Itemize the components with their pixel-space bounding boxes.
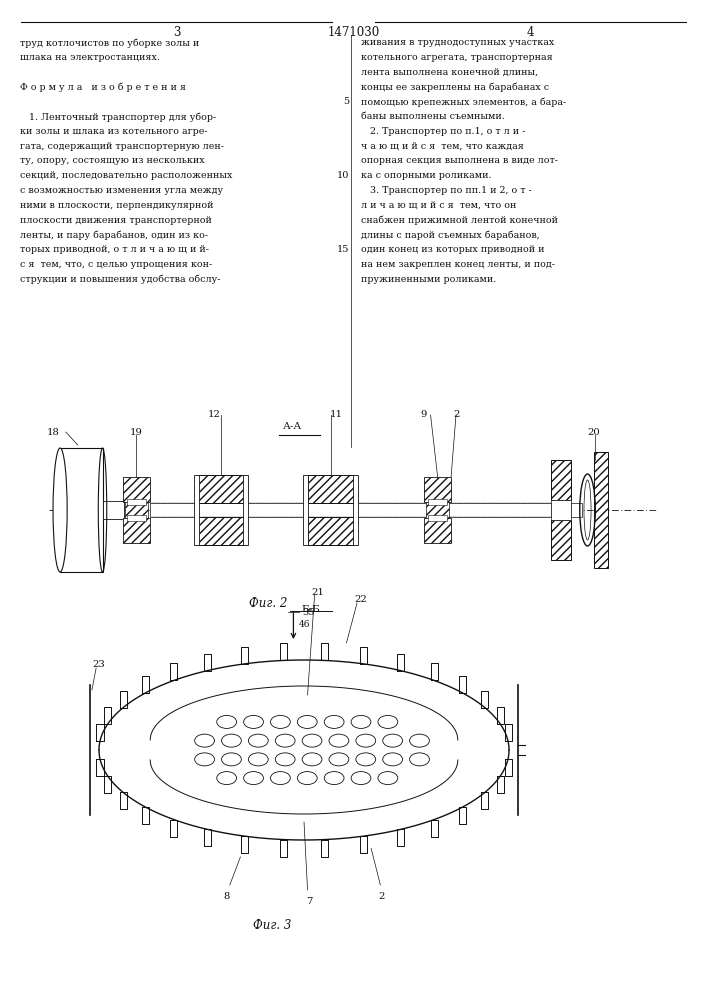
Text: шлака на электростанциях.: шлака на электростанциях. <box>20 53 160 62</box>
Text: Б-Б: Б-Б <box>302 605 320 614</box>
Text: 20: 20 <box>588 428 600 437</box>
Text: торых приводной, о т л и ч а ю щ и й-: торых приводной, о т л и ч а ю щ и й- <box>20 245 209 254</box>
Bar <box>551 500 571 520</box>
Text: секций, последовательно расположенных: секций, последовательно расположенных <box>20 171 232 180</box>
Text: плоскости движения транспортерной: плоскости движения транспортерной <box>20 216 211 225</box>
Text: 1471030: 1471030 <box>327 26 380 39</box>
Text: лента выполнена конечной длины,: лента выполнена конечной длины, <box>361 68 538 77</box>
Bar <box>594 452 608 568</box>
Bar <box>426 502 449 518</box>
Text: ка с опорными роликами.: ка с опорными роликами. <box>361 171 491 180</box>
Text: ту, опору, состоящую из нескольких: ту, опору, состоящую из нескольких <box>20 156 204 165</box>
Text: 4: 4 <box>527 26 534 39</box>
Text: на нем закреплен конец ленты, и под-: на нем закреплен конец ленты, и под- <box>361 260 554 269</box>
Bar <box>551 520 571 560</box>
Bar <box>123 477 150 502</box>
Bar <box>428 499 447 505</box>
Text: снабжен прижимной лентой конечной: снабжен прижимной лентой конечной <box>361 216 558 225</box>
Bar <box>424 477 451 502</box>
Text: гата, содержащий транспортерную лен-: гата, содержащий транспортерную лен- <box>20 142 224 151</box>
Ellipse shape <box>53 448 67 572</box>
Text: Фиг. 2: Фиг. 2 <box>250 597 288 610</box>
Bar <box>243 475 248 545</box>
Text: с возможностью изменения угла между: с возможностью изменения угла между <box>20 186 223 195</box>
Bar <box>308 475 354 503</box>
Text: 11: 11 <box>329 410 343 419</box>
Text: 23: 23 <box>93 660 105 669</box>
Bar <box>125 502 148 518</box>
Text: один конец из которых приводной и: один конец из которых приводной и <box>361 245 544 254</box>
Text: 8: 8 <box>223 892 230 901</box>
Bar <box>198 517 244 545</box>
Text: живания в труднодоступных участках: живания в труднодоступных участках <box>361 38 554 47</box>
Bar <box>60 448 103 572</box>
Text: ч а ю щ и й с я  тем, что каждая: ч а ю щ и й с я тем, что каждая <box>361 142 523 151</box>
Text: ленты, и пару барабанов, один из ко-: ленты, и пару барабанов, один из ко- <box>20 230 208 240</box>
Text: 46: 46 <box>299 620 310 629</box>
Text: Фиг. 3: Фиг. 3 <box>253 919 291 932</box>
Text: Ф о р м у л а   и з о б р е т е н и я: Ф о р м у л а и з о б р е т е н и я <box>20 82 186 92</box>
Bar <box>571 503 582 517</box>
Text: пружиненными роликами.: пружиненными роликами. <box>361 275 496 284</box>
Text: труд котлочистов по уборке золы и: труд котлочистов по уборке золы и <box>20 38 199 47</box>
Text: 18: 18 <box>47 428 59 437</box>
Bar <box>424 518 451 543</box>
Bar <box>127 515 146 521</box>
Bar <box>551 460 571 500</box>
Text: 2. Транспортер по п.1, о т л и -: 2. Транспортер по п.1, о т л и - <box>361 127 525 136</box>
Text: А-А: А-А <box>283 422 302 431</box>
Bar <box>308 517 354 545</box>
Bar <box>150 503 551 517</box>
Text: помощью крепежных элементов, а бара-: помощью крепежных элементов, а бара- <box>361 97 566 107</box>
Bar <box>198 475 244 503</box>
Text: 2: 2 <box>378 892 385 901</box>
Text: л и ч а ю щ и й с я  тем, что он: л и ч а ю щ и й с я тем, что он <box>361 201 516 210</box>
Text: 9: 9 <box>420 410 427 419</box>
Text: 35: 35 <box>302 608 315 617</box>
Text: концы ее закреплены на барабанах с: концы ее закреплены на барабанах с <box>361 82 549 92</box>
Text: 2: 2 <box>453 410 460 419</box>
Text: 21: 21 <box>312 588 325 597</box>
Text: котельного агрегата, транспортерная: котельного агрегата, транспортерная <box>361 53 552 62</box>
Text: 15: 15 <box>337 245 349 254</box>
Text: с я  тем, что, с целью упрощения кон-: с я тем, что, с целью упрощения кон- <box>20 260 212 269</box>
Text: 10: 10 <box>337 171 349 180</box>
Bar <box>428 515 447 521</box>
Text: опорная секция выполнена в виде лот-: опорная секция выполнена в виде лот- <box>361 156 558 165</box>
Text: ки золы и шлака из котельного агре-: ки золы и шлака из котельного агре- <box>20 127 207 136</box>
Text: 3: 3 <box>173 26 180 39</box>
Text: 12: 12 <box>207 410 221 419</box>
Text: 7: 7 <box>306 897 313 906</box>
Bar <box>103 501 124 519</box>
Bar <box>353 475 358 545</box>
Bar <box>303 475 308 545</box>
Text: 22: 22 <box>354 595 367 604</box>
Text: баны выполнены съемными.: баны выполнены съемными. <box>361 112 504 121</box>
Text: 5: 5 <box>343 97 349 106</box>
Text: струкции и повышения удобства обслу-: струкции и повышения удобства обслу- <box>20 275 221 284</box>
Bar <box>127 499 146 505</box>
Text: 1. Ленточный транспортер для убор-: 1. Ленточный транспортер для убор- <box>20 112 216 122</box>
Bar <box>123 518 150 543</box>
Bar <box>194 475 199 545</box>
Text: 3. Транспортер по пп.1 и 2, о т -: 3. Транспортер по пп.1 и 2, о т - <box>361 186 532 195</box>
Text: длины с парой съемных барабанов,: длины с парой съемных барабанов, <box>361 230 539 240</box>
Text: ними в плоскости, перпендикулярной: ними в плоскости, перпендикулярной <box>20 201 214 210</box>
Text: 19: 19 <box>130 428 143 437</box>
